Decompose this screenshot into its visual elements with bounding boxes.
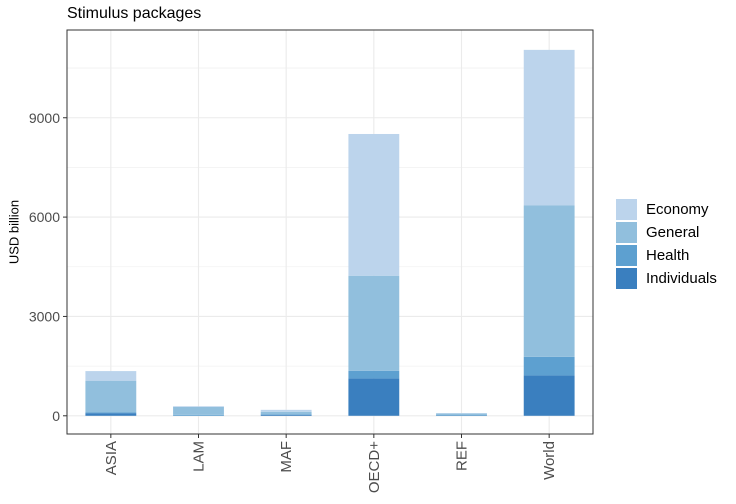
bar-ref-general <box>436 413 487 416</box>
legend-label: Health <box>646 247 690 264</box>
plot-border <box>66 29 594 435</box>
bar-asia-economy <box>85 371 137 381</box>
bar-ref-health <box>436 415 487 416</box>
chart-legend: Economy General Health Individuals <box>616 198 717 290</box>
bar-lam-economy <box>173 406 224 407</box>
x-tick-label: LAM <box>191 441 208 472</box>
x-tick-label: ASIA <box>103 441 120 475</box>
bar-maf-economy <box>260 409 312 412</box>
legend-item-individuals: Individuals <box>616 267 717 290</box>
bar-asia-individuals <box>85 413 137 416</box>
legend-swatch <box>616 222 637 243</box>
bar-oecd-health <box>348 370 400 379</box>
bar-world-general <box>523 205 575 357</box>
chart-title: Stimulus packages <box>67 5 202 22</box>
bar-asia-health <box>85 412 137 414</box>
bar-maf-health <box>260 414 312 415</box>
legend-swatch <box>616 268 637 289</box>
bar-lam-general <box>173 406 224 415</box>
y-tick-label: 9000 <box>29 110 60 126</box>
legend-item-health: Health <box>616 244 717 267</box>
bar-maf-individuals <box>260 414 312 416</box>
y-tick-label: 3000 <box>29 308 60 324</box>
bar-lam-health <box>173 414 224 416</box>
bar-maf-general <box>260 411 312 415</box>
bar-ref-economy <box>436 413 487 414</box>
legend-item-general: General <box>616 221 717 244</box>
bar-oecd-individuals <box>348 378 400 416</box>
legend-item-economy: Economy <box>616 198 717 221</box>
bar-world-economy <box>523 49 575 206</box>
legend-label: Individuals <box>646 270 717 287</box>
bar-oecd-economy <box>348 133 400 276</box>
legend-swatch <box>616 199 637 220</box>
legend-label: General <box>646 224 700 241</box>
x-tick-label: OECD+ <box>366 441 383 493</box>
bar-world-individuals <box>523 375 575 416</box>
y-tick-label: 6000 <box>29 209 60 225</box>
x-tick-label: REF <box>454 441 471 471</box>
y-tick-label: 0 <box>52 408 60 424</box>
legend-swatch <box>616 245 637 266</box>
x-tick-label: MAF <box>278 441 295 473</box>
plot-panel <box>67 30 593 434</box>
x-tick-label: World <box>541 441 558 480</box>
bar-oecd-general <box>348 275 400 371</box>
bar-asia-general <box>85 380 137 413</box>
legend-label: Economy <box>646 201 709 218</box>
bar-world-health <box>523 356 575 376</box>
